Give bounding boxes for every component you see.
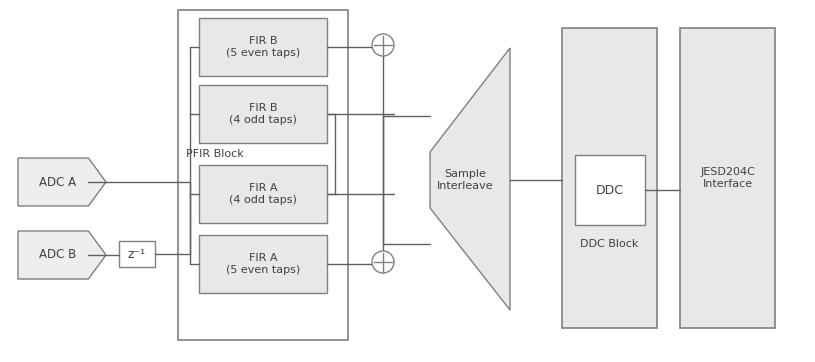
Polygon shape [430,48,510,310]
Text: PFIR Block: PFIR Block [186,149,244,159]
Bar [199,165,327,223]
Text: JESD204C
Interface: JESD204C Interface [700,167,755,189]
Text: DDC Block: DDC Block [580,239,639,249]
Text: ADC B: ADC B [39,248,77,261]
Text: z⁻¹: z⁻¹ [128,248,146,261]
Bar [562,28,657,328]
Text: DDC: DDC [596,184,624,197]
Bar [178,10,348,340]
Circle shape [372,34,394,56]
Text: Sample
Interleave: Sample Interleave [437,169,493,191]
Bar [680,28,775,328]
Circle shape [372,251,394,273]
Polygon shape [18,158,106,206]
Text: FIR A
(5 even taps): FIR A (5 even taps) [226,253,300,275]
Bar [119,241,155,267]
Bar [199,18,327,76]
Text: ADC A: ADC A [39,176,77,189]
Text: FIR A
(4 odd taps): FIR A (4 odd taps) [229,183,297,205]
Bar [575,155,645,225]
Bar [199,235,327,293]
Text: FIR B
(5 even taps): FIR B (5 even taps) [226,36,300,58]
Bar [199,85,327,143]
Text: FIR B
(4 odd taps): FIR B (4 odd taps) [229,103,297,125]
Polygon shape [18,231,106,279]
